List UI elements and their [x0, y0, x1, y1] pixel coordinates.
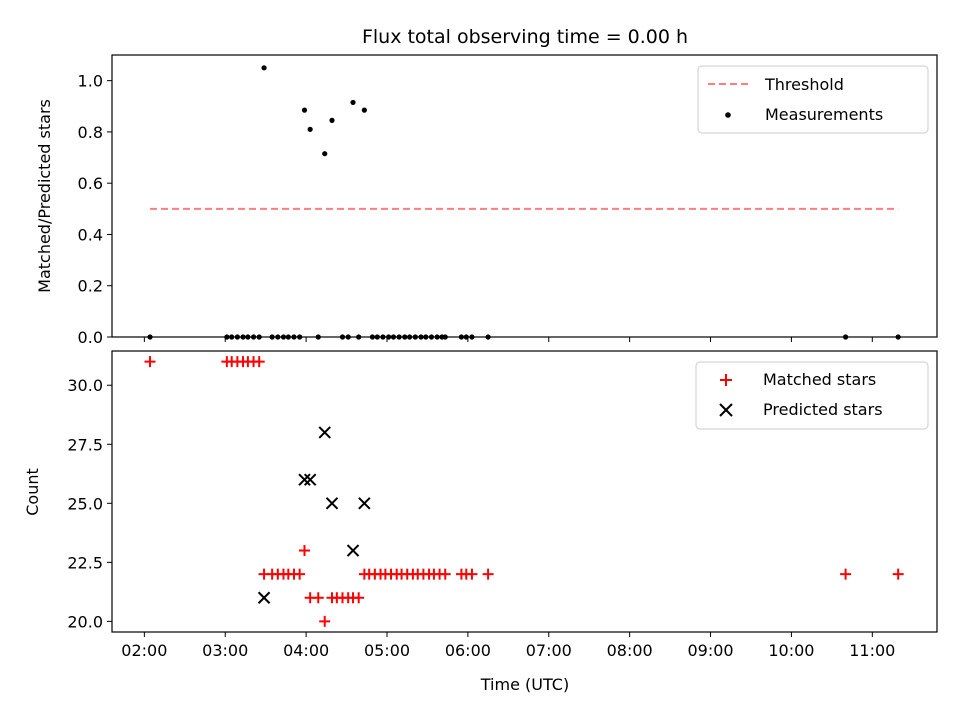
matched-star-point — [892, 568, 904, 580]
top-y-tick-label: 0.4 — [78, 225, 103, 244]
bottom-y-tick-label: 20.0 — [67, 612, 103, 631]
predicted-star-point — [318, 426, 331, 439]
predicted-star-point — [358, 497, 371, 510]
top-legend-box — [697, 65, 929, 134]
measurement-point — [307, 126, 313, 132]
legend-matched-label: Matched stars — [763, 370, 876, 389]
bottom-x-tick-label: 04:00 — [283, 641, 329, 660]
top-axes-frame — [111, 54, 938, 338]
matched-star-point — [439, 568, 451, 580]
bottom-x-axis: 02:00 03:00 04:00 05:00 06:00 07:00 08:00 09:00… — [121, 632, 895, 660]
bottom-y-axis-label: Count — [23, 468, 42, 516]
top-legend: Threshold Measurements — [697, 65, 929, 134]
measurement-point — [322, 151, 328, 157]
top-y-tick-label: 0.2 — [78, 277, 103, 296]
bottom-y-tick-label: 25.0 — [67, 494, 103, 513]
predicted-star-point — [298, 473, 311, 486]
legend-measurements-label: Measurements — [765, 105, 883, 124]
matched-star-point — [319, 615, 331, 627]
top-y-tick-label: 0.6 — [78, 174, 103, 193]
predicted-star-point — [303, 473, 317, 486]
matched-star-point — [482, 568, 494, 580]
bottom-x-tick-label: 07:00 — [526, 641, 572, 660]
matched-star-point — [299, 545, 310, 557]
predicted-star-point — [257, 591, 271, 604]
bottom-x-tick-label: 10:00 — [768, 641, 814, 660]
top-y-tick-label: 1.0 — [78, 72, 103, 91]
bottom-x-tick-label: 09:00 — [687, 641, 733, 660]
matched-star-point — [312, 592, 324, 604]
matched-star-point — [840, 568, 852, 580]
bottom-panel: 20.0 22.5 25.0 27.5 30.0 02:00 03:00 04:00 05:0… — [23, 350, 938, 694]
top-y-tick-label: 0.8 — [78, 123, 103, 142]
bottom-y-tick-label: 22.5 — [67, 553, 103, 572]
matched-star-point — [466, 568, 478, 580]
legend-matched-swatch — [720, 374, 732, 386]
matched-star-point — [144, 356, 156, 368]
measurement-point — [361, 107, 367, 113]
top-x-ticks — [143, 337, 873, 342]
chart-title: Flux total observing time = 0.00 h — [362, 26, 688, 48]
legend-measurements-swatch — [725, 112, 731, 118]
measurement-point — [261, 65, 267, 71]
measurement-point — [350, 99, 356, 106]
x-axis-label: Time (UTC) — [480, 675, 569, 694]
bottom-legend: Matched stars Predicted stars — [695, 361, 929, 430]
bottom-y-tick-label: 30.0 — [67, 376, 103, 395]
top-panel: 0.0 0.2 0.4 0.6 0.8 1.0 Matched/Predicted sta… — [35, 54, 938, 347]
measurement-point — [329, 117, 335, 123]
bottom-x-tick-label: 11:00 — [849, 641, 895, 660]
predicted-star-point — [325, 497, 339, 510]
measurement-point — [301, 107, 308, 113]
bottom-marks — [144, 356, 904, 627]
bottom-axes-frame — [111, 350, 938, 633]
predicted-star-point — [346, 544, 360, 557]
matched-star-point — [353, 592, 365, 604]
bottom-x-tick-label: 06:00 — [445, 641, 491, 660]
bottom-x-tick-label: 03:00 — [202, 641, 248, 660]
bottom-legend-box — [695, 361, 929, 430]
bottom-x-tick-label: 05:00 — [364, 641, 410, 660]
bottom-y-axis: 20.0 22.5 25.0 27.5 30.0 — [67, 376, 112, 631]
legend-predicted-swatch — [719, 403, 733, 417]
top-y-axis: 0.0 0.2 0.4 0.6 0.8 1.0 — [78, 72, 112, 347]
bottom-x-tick-label: 08:00 — [607, 641, 653, 660]
bottom-x-tick-label: 02:00 — [121, 641, 167, 660]
matched-star-point — [253, 356, 265, 368]
legend-threshold-label: Threshold — [764, 75, 844, 94]
top-y-tick-label: 0.0 — [78, 328, 103, 347]
top-y-axis-label: Matched/Predicted stars — [35, 99, 54, 293]
legend-predicted-label: Predicted stars — [763, 400, 883, 419]
bottom-y-tick-label: 27.5 — [67, 435, 103, 454]
matched-star-point — [294, 568, 306, 580]
